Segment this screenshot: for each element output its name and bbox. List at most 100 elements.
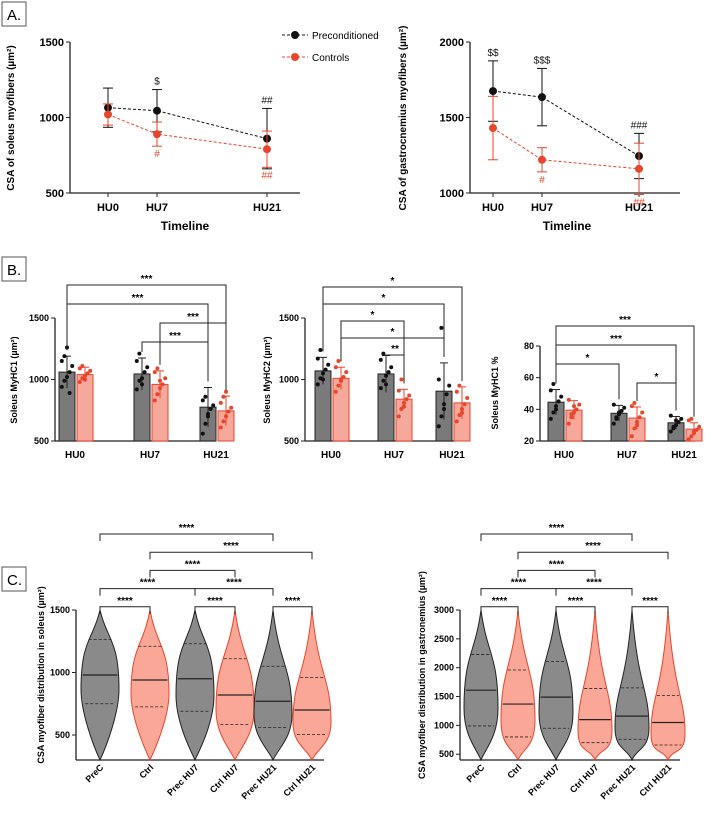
significance-label: *** [141, 274, 153, 285]
individual-point [137, 378, 142, 383]
significance-label: * [391, 327, 395, 338]
individual-point [559, 394, 564, 399]
significance-bracket [631, 606, 669, 614]
significance-label: *** [619, 315, 631, 326]
individual-point [163, 376, 168, 381]
data-point [104, 110, 112, 119]
x-tick-label: HU21 [439, 450, 465, 461]
individual-point [439, 414, 444, 419]
individual-point [315, 356, 320, 361]
x-tick-label: HU0 [321, 450, 341, 461]
significance-label: * [391, 276, 395, 287]
significance-label: **** [511, 578, 527, 589]
significance-label: **** [549, 559, 565, 570]
x-tick-label: HU21 [203, 450, 229, 461]
y-tick-label: 2000 [440, 37, 464, 49]
significance-label: **** [179, 523, 195, 534]
individual-point [221, 419, 226, 424]
individual-point [341, 375, 346, 380]
individual-point [679, 416, 684, 421]
violin [538, 609, 574, 762]
violin [292, 609, 332, 762]
individual-point [384, 382, 388, 387]
y-tick-label: 1000 [434, 720, 454, 730]
individual-point [454, 389, 459, 394]
individual-point [465, 395, 470, 400]
individual-point [632, 401, 637, 405]
individual-point [697, 424, 702, 429]
individual-point [637, 415, 642, 420]
significance-mark: ## [633, 198, 645, 209]
individual-point [318, 347, 323, 352]
significance-bracket [322, 303, 445, 357]
individual-point [155, 366, 160, 371]
individual-point [378, 386, 383, 391]
x-tick-label: Prec HU7 [165, 762, 200, 797]
significance-label: **** [549, 523, 565, 534]
individual-point [203, 421, 208, 426]
data-point [538, 93, 546, 102]
individual-point [208, 407, 213, 412]
individual-point [566, 421, 571, 426]
individual-point [155, 392, 160, 397]
series-line [492, 90, 640, 157]
individual-point [224, 414, 228, 419]
individual-point [689, 434, 694, 439]
individual-point [62, 354, 67, 359]
series-line [107, 114, 268, 150]
y-axis-label: CSA of soleus myofibers (µm²) [6, 45, 17, 190]
legend-prec-marker [291, 31, 299, 39]
individual-point [389, 365, 394, 370]
individual-point [442, 402, 446, 407]
y-tick-label: 80 [524, 341, 534, 351]
individual-point [668, 413, 673, 418]
significance-mark: $$$ [534, 55, 551, 66]
significance-bracket [99, 588, 196, 596]
violin [614, 609, 650, 762]
x-tick-label: HU7 [146, 202, 168, 214]
chart-c1-soleus-violin: 500 1000 1500 CSA myofiber distribution in … [36, 523, 332, 801]
significance-mark: ### [631, 120, 648, 131]
x-tick-label: Ctrl [505, 762, 523, 780]
panel-label-a-box [1, 1, 27, 27]
chart-c2-gastrocnemius-violin: 500 1000 1500 2000 2500 3000 CSA myofiber dist… [417, 523, 686, 801]
panel-label-b-text: B. [7, 262, 21, 279]
y-axis-label: Soleus MyHC1 (µm²) [9, 336, 19, 423]
chart-b1-myhc1: 500 1000 1500 HU0 HU7 HU21 Soleus MyHC1 (µm²) *… [9, 274, 235, 461]
significance-label: **** [492, 596, 508, 607]
individual-point [671, 424, 676, 429]
individual-point [152, 370, 157, 375]
x-tick-label: HU21 [253, 202, 281, 214]
x-tick-label: Prec HU21 [240, 762, 279, 801]
individual-point [402, 404, 406, 409]
individual-point [85, 371, 90, 376]
individual-point [614, 415, 619, 420]
chart-b2-myhc2: 500 1000 1500 HU0 HU7 HU21 Soleus MyHC2 (µm²) *… [262, 276, 471, 461]
individual-point [160, 382, 165, 387]
y-tick-label: 2000 [434, 663, 454, 673]
significance-label: * [655, 372, 659, 383]
individual-point [59, 384, 64, 389]
individual-point [396, 388, 401, 393]
x-axis-label: Timeline [161, 219, 210, 233]
significance-bracket [340, 337, 445, 362]
individual-point [396, 414, 401, 419]
panel-label-a: A. [1, 1, 27, 27]
x-tick-label: Ctrl HU7 [568, 762, 601, 795]
y-tick-label: 20 [524, 436, 534, 446]
significance-bracket [194, 606, 236, 614]
significance-label: **** [568, 596, 584, 607]
y-tick-label: 500 [34, 436, 49, 446]
y-tick-label: 1000 [29, 375, 49, 385]
significance-bracket [555, 588, 633, 596]
individual-point [611, 402, 616, 407]
individual-point [65, 375, 69, 380]
panel-label-c-text: C. [7, 572, 22, 589]
individual-point [88, 368, 93, 373]
x-tick-label: HU7 [140, 450, 160, 461]
individual-point [226, 409, 231, 414]
individual-point [457, 383, 462, 388]
legend-ctrl-marker [291, 53, 299, 61]
individual-point [548, 416, 553, 421]
significance-bracket [99, 533, 274, 541]
